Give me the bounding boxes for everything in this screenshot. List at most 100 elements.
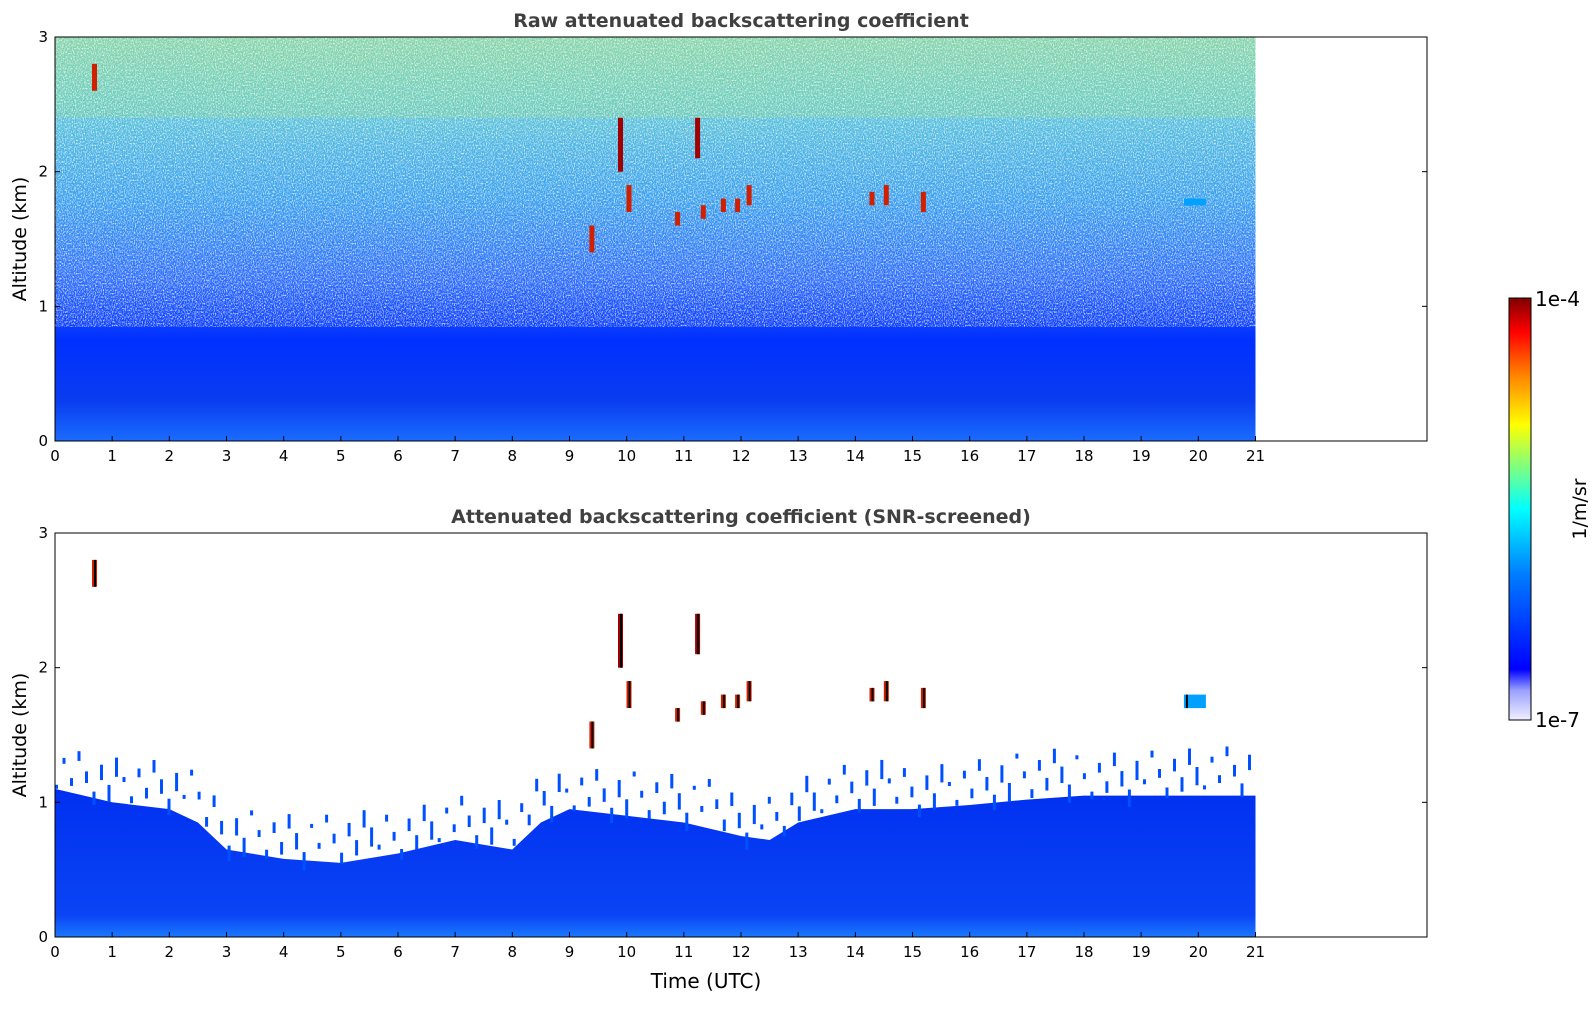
- x-tick-label: 16: [960, 943, 979, 961]
- aerosol-fleck: [1233, 764, 1236, 777]
- aerosol-fleck: [190, 769, 194, 776]
- aerosol-fleck: [220, 820, 224, 835]
- aerosol-fleck: [482, 807, 486, 824]
- aerosol-fleck: [1218, 775, 1221, 783]
- x-tick-label: 1: [107, 943, 117, 961]
- colorbar: 1e-4 1e-7 1/m/sr: [1508, 287, 1591, 732]
- aerosol-fleck: [902, 768, 906, 777]
- x-tick-label: 7: [450, 447, 460, 465]
- x-tick-label: 13: [789, 943, 808, 961]
- aerosol-fleck: [745, 832, 749, 850]
- x-tick-label: 2: [165, 447, 175, 465]
- aerosol-fleck: [602, 788, 606, 802]
- aerosol-fleck: [1105, 781, 1109, 793]
- x-tick-label: 13: [789, 447, 808, 465]
- x-tick-label: 1: [107, 447, 117, 465]
- aerosol-fleck: [565, 788, 569, 793]
- cloud-feature: [92, 63, 97, 91]
- x-tick-label: 3: [222, 943, 232, 961]
- cloud-feature: [869, 191, 875, 206]
- x-tick-label: 8: [508, 447, 518, 465]
- aerosol-fleck: [632, 771, 636, 777]
- y-tick-label: 2: [38, 659, 48, 677]
- aerosol-fleck: [302, 852, 306, 871]
- aerosol-fleck: [805, 775, 809, 793]
- aerosol-fleck: [655, 782, 659, 793]
- aerosol-fleck: [835, 795, 839, 804]
- y-tick-label: 1: [38, 297, 48, 315]
- x-tick-label: 12: [731, 447, 750, 465]
- colorbar-unit-label: 1/m/sr: [1569, 478, 1591, 539]
- aerosol-fleck: [670, 773, 674, 789]
- aerosol-fleck: [490, 827, 494, 845]
- aerosol-fleck: [115, 757, 118, 777]
- aerosol-fleck: [1143, 779, 1146, 785]
- aerosol-fleck: [940, 764, 944, 783]
- aerosol-fleck: [182, 794, 186, 799]
- aerosol-fleck: [1052, 748, 1056, 764]
- aerosol-fleck: [715, 799, 719, 809]
- x-tick-label: 20: [1189, 943, 1208, 961]
- aerosol-fleck: [512, 838, 516, 846]
- aerosol-fleck: [760, 824, 764, 830]
- x-tick-label: 14: [846, 447, 865, 465]
- x-tick-label: 5: [336, 447, 346, 465]
- x-tick-label: 15: [903, 943, 922, 961]
- aerosol-fleck: [557, 773, 561, 792]
- aerosol-fleck: [775, 812, 779, 821]
- aerosol-fleck: [662, 801, 666, 815]
- colorbar-gradient: [1508, 297, 1532, 721]
- aerosol-fleck: [895, 796, 899, 804]
- aerosol-fleck: [422, 804, 426, 822]
- aerosol-fleck: [857, 798, 861, 813]
- aerosol-fleck: [242, 837, 246, 857]
- aerosol-fleck: [535, 778, 539, 792]
- cloud-core: [697, 613, 700, 655]
- aerosol-fleck: [647, 810, 651, 819]
- aerosol-fleck: [1000, 765, 1004, 783]
- aerosol-fleck: [370, 827, 374, 847]
- aerosol-fleck: [610, 807, 614, 824]
- x-tick-label: 9: [565, 447, 575, 465]
- aerosol-fleck: [1165, 787, 1169, 799]
- cloud-feature: [746, 185, 752, 206]
- aerosol-fleck: [295, 833, 299, 850]
- aerosol-fleck: [392, 831, 396, 841]
- aerosol-fleck: [550, 805, 554, 823]
- aerosol-fleck: [100, 764, 103, 781]
- aerosol-fleck: [842, 764, 846, 775]
- aerosol-fleck: [167, 798, 171, 816]
- aerosol-fleck: [797, 806, 801, 821]
- x-axis-label: Time (UTC): [650, 969, 762, 993]
- aerosol-fleck: [62, 757, 66, 764]
- aerosol-fleck: [310, 823, 314, 828]
- aerosol-fleck: [700, 806, 704, 812]
- aerosol-fleck: [1030, 789, 1034, 798]
- aerosol-fleck: [1037, 760, 1041, 771]
- aerosol-fleck: [257, 830, 261, 837]
- aerosol-fleck: [722, 819, 726, 832]
- aerosol-fleck: [475, 835, 479, 849]
- aerosol-fleck: [407, 818, 411, 832]
- cloud-feature: [618, 117, 623, 172]
- y-tick-label: 0: [38, 432, 48, 450]
- x-tick-label: 16: [960, 447, 979, 465]
- aerosol-fleck: [280, 842, 284, 855]
- x-tick-label: 11: [674, 943, 693, 961]
- aerosol-fleck: [707, 779, 711, 787]
- aerosol-fleck: [205, 817, 209, 827]
- aerosol-fleck: [820, 809, 824, 814]
- aerosol-fleck: [572, 805, 576, 812]
- x-tick-label: 0: [50, 943, 60, 961]
- aerosol-fleck: [437, 838, 441, 843]
- cloud-feature: [700, 205, 706, 219]
- aerosol-fleck: [152, 760, 156, 773]
- colorbar-max-label: 1e-4: [1535, 287, 1580, 311]
- aerosol-fleck: [1248, 754, 1251, 771]
- aerosol-fleck: [970, 788, 974, 799]
- aerosol-fleck: [1195, 767, 1199, 786]
- aerosol-fleck: [445, 807, 449, 814]
- colorbar-min-label: 1e-7: [1535, 708, 1580, 732]
- aerosol-fleck: [122, 777, 126, 782]
- cloud-core: [871, 687, 874, 702]
